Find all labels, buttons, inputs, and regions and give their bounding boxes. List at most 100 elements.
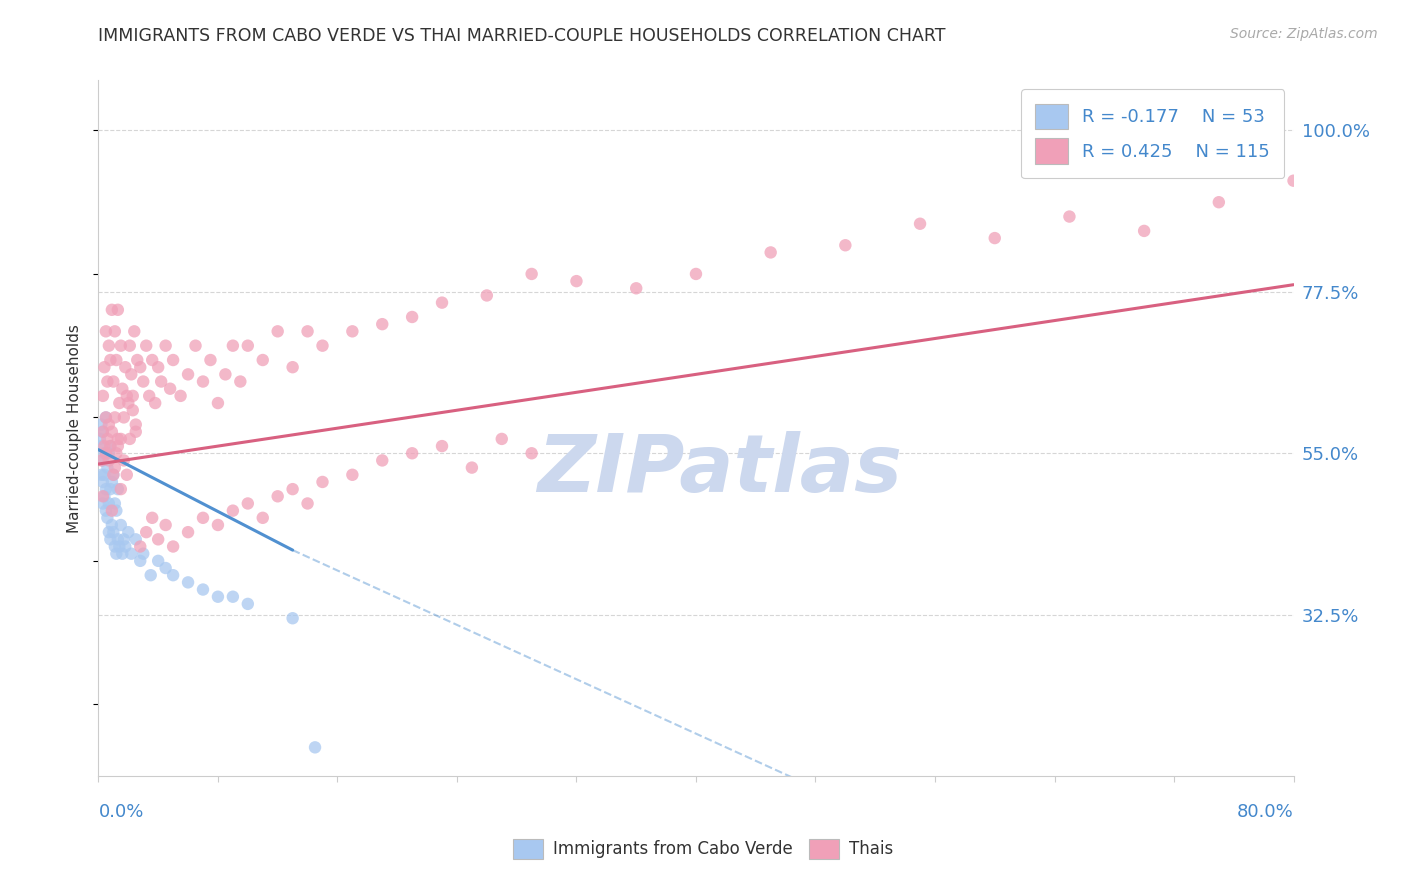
Point [155, 339, 177, 353]
Point [191, 582, 214, 597]
Point [91, 453, 114, 467]
Point [297, 324, 319, 338]
Point [118, 432, 141, 446]
Point [91, 475, 114, 489]
Point [100, 533, 122, 547]
Point [222, 339, 245, 353]
Y-axis label: Married-couple Households: Married-couple Households [67, 324, 83, 533]
Point [222, 590, 245, 604]
Point [834, 238, 856, 252]
Point [108, 396, 131, 410]
Point [118, 339, 141, 353]
Point [401, 310, 423, 324]
Point [112, 453, 135, 467]
Point [191, 375, 214, 389]
Point [626, 281, 648, 295]
Point [135, 525, 157, 540]
Point [94, 410, 117, 425]
Point [138, 389, 160, 403]
Point [93, 489, 115, 503]
Point [132, 375, 155, 389]
Point [150, 375, 173, 389]
Point [430, 439, 453, 453]
Point [125, 533, 148, 547]
Point [177, 525, 200, 540]
Point [177, 368, 200, 382]
Point [491, 432, 513, 446]
Point [91, 425, 114, 439]
Point [207, 396, 229, 410]
Point [94, 410, 117, 425]
Point [267, 324, 290, 338]
Point [101, 475, 124, 489]
Point [96, 432, 118, 446]
Point [111, 547, 134, 561]
Point [93, 446, 115, 460]
Legend: R = -0.177    N = 53, R = 0.425    N = 115: R = -0.177 N = 53, R = 0.425 N = 115 [1021, 89, 1285, 178]
Point [148, 360, 170, 375]
Point [120, 547, 142, 561]
Point [94, 503, 117, 517]
Point [120, 368, 142, 382]
Point [475, 288, 498, 302]
Point [97, 496, 120, 510]
Point [117, 525, 139, 540]
Point [96, 460, 118, 475]
Point [104, 496, 127, 510]
Point [97, 417, 120, 432]
Point [129, 360, 152, 375]
Point [281, 611, 304, 625]
Text: 80.0%: 80.0% [1237, 803, 1294, 821]
Point [121, 403, 143, 417]
Point [91, 496, 114, 510]
Point [91, 489, 114, 503]
Point [520, 446, 543, 460]
Point [430, 295, 453, 310]
Point [297, 496, 319, 510]
Point [108, 540, 131, 554]
Point [281, 360, 304, 375]
Point [114, 540, 136, 554]
Point [89, 432, 111, 446]
Point [125, 417, 148, 432]
Point [114, 360, 136, 375]
Point [91, 425, 114, 439]
Point [97, 453, 120, 467]
Point [236, 339, 259, 353]
Point [141, 353, 163, 368]
Point [125, 425, 148, 439]
Point [135, 339, 157, 353]
Point [759, 245, 782, 260]
Point [207, 590, 229, 604]
Point [127, 353, 149, 368]
Point [93, 360, 115, 375]
Point [90, 417, 112, 432]
Point [685, 267, 707, 281]
Point [104, 324, 127, 338]
Point [104, 540, 127, 554]
Point [94, 482, 117, 496]
Point [107, 302, 129, 317]
Point [401, 446, 423, 460]
Point [222, 503, 245, 517]
Point [94, 324, 117, 338]
Point [371, 453, 394, 467]
Point [148, 533, 170, 547]
Point [91, 389, 114, 403]
Point [141, 511, 163, 525]
Point [105, 353, 128, 368]
Point [236, 597, 259, 611]
Point [311, 475, 333, 489]
Point [101, 302, 124, 317]
Point [121, 389, 143, 403]
Point [129, 540, 152, 554]
Point [103, 467, 125, 482]
Point [162, 353, 184, 368]
Point [1133, 224, 1156, 238]
Point [908, 217, 931, 231]
Point [115, 467, 138, 482]
Point [96, 375, 118, 389]
Point [132, 547, 155, 561]
Point [105, 446, 128, 460]
Point [520, 267, 543, 281]
